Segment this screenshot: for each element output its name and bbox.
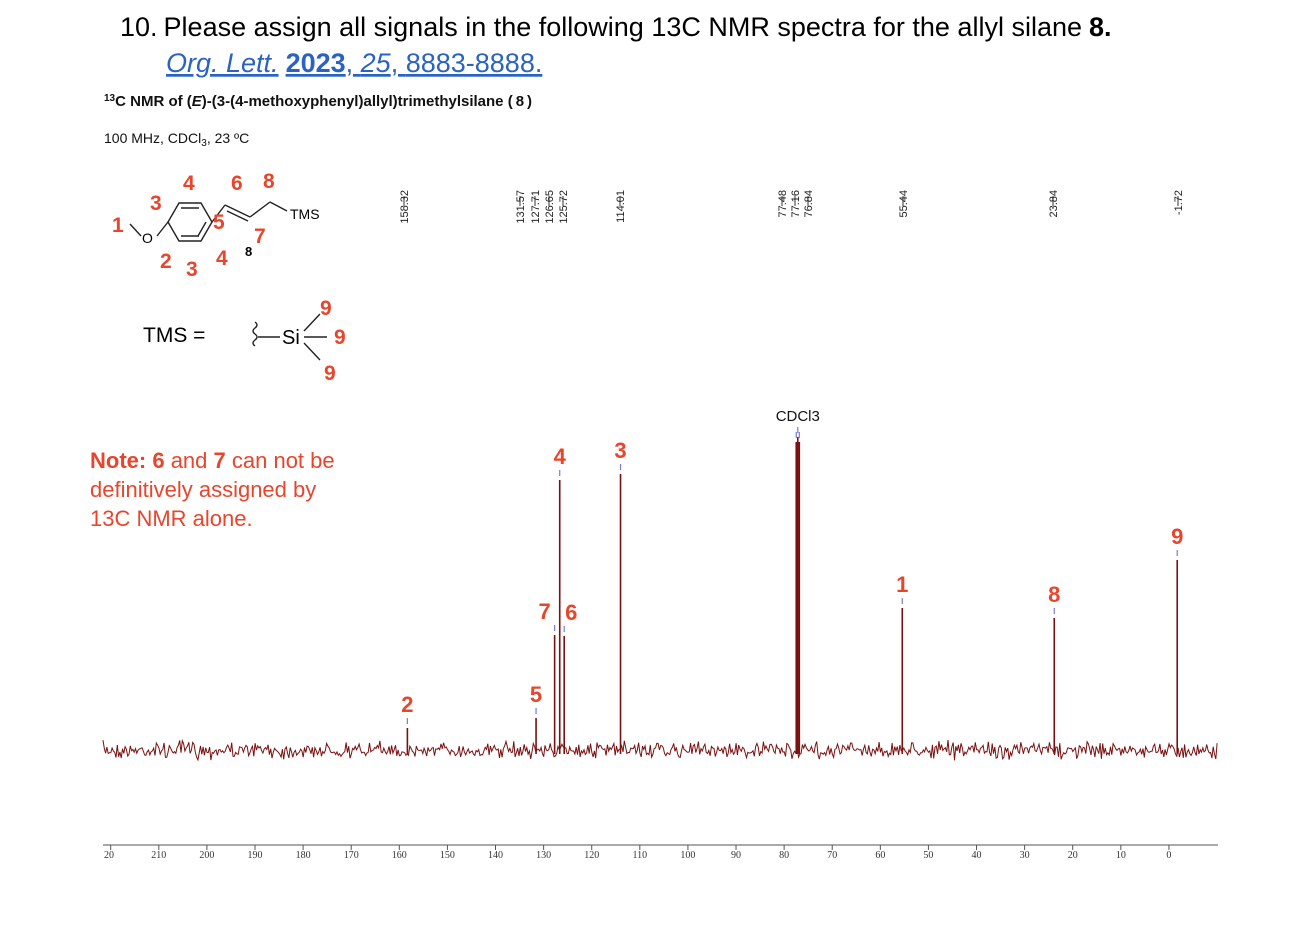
title-isomer: E (192, 93, 203, 110)
x-tick-label: 140 (488, 850, 503, 861)
atom-label: 8 (263, 170, 275, 193)
x-tick-label: 190 (248, 850, 263, 861)
note-part: 7 (214, 448, 226, 473)
methyl-label: 9 (324, 362, 336, 385)
note-part: 13C NMR alone. (90, 506, 253, 531)
title-part: ) (527, 93, 532, 110)
baseline-noise (102, 738, 1218, 762)
citation[interactable]: Org. Lett. 2023, 25, 8883-8888. (166, 48, 542, 78)
title-part: C NMR of ( (115, 93, 192, 110)
x-tick-label: 200 (199, 850, 214, 861)
methyl-label: 9 (334, 326, 346, 349)
assignment: 7 (539, 599, 551, 624)
x-tick-label: 90 (731, 850, 741, 861)
shift-label: 77.16 (790, 190, 802, 218)
pages: 8883-8888. (406, 48, 543, 78)
atom-label: 4 (183, 172, 195, 195)
x-tick-label: 120 (584, 850, 599, 861)
note-part: definitively assigned by (90, 477, 316, 502)
assignment: 5 (530, 682, 542, 707)
note-part: 6 (152, 448, 164, 473)
x-tick-label: 160 (392, 850, 407, 861)
shift-label: 125.72 (558, 190, 570, 224)
atom-label: 5 (213, 211, 225, 234)
atom-label: 7 (254, 225, 266, 248)
atom-label: 1 (112, 214, 124, 237)
x-tick-label: 50 (923, 850, 933, 861)
x-tick-label: 30 (1020, 850, 1030, 861)
note-line: Note: 6 and 7 can not be (90, 448, 335, 473)
x-tick-label: 20 (1068, 850, 1078, 861)
note: Note: 6 and 7 can not be definitively ass… (90, 448, 335, 531)
methyl-label: 9 (320, 297, 332, 320)
assignment: 9 (1171, 524, 1183, 549)
shift-label: 76.84 (803, 190, 815, 218)
shift-label: 77.48 (777, 190, 789, 218)
atom-label: 3 (186, 258, 198, 281)
shift-label: -1.72 (1173, 190, 1185, 215)
x-tick-label: 70 (827, 850, 837, 861)
x-tick-label: 10 (1116, 850, 1126, 861)
note-part: Note: (90, 448, 152, 473)
tms-lhs: TMS = (143, 324, 205, 347)
x-tick-label: 0 (1166, 850, 1171, 861)
question: 10. Please assign all signals in the foll… (120, 12, 1112, 42)
note-part: and (165, 448, 214, 473)
x-tick-label: 20 (104, 850, 114, 861)
conditions-sub: 3 (201, 138, 207, 149)
x-tick-label: 100 (680, 850, 695, 861)
structure-bonds (129, 201, 327, 361)
title-part: )-(3-(4-methoxyphenyl)allyl)trimethylsil… (202, 93, 513, 110)
question-compound: 8. (1089, 12, 1112, 42)
shift-label: 126.65 (544, 190, 556, 224)
shift-label: 114.01 (615, 190, 627, 223)
assignment: 4 (554, 444, 567, 469)
assignment: 8 (1048, 582, 1060, 607)
x-tick-label: 60 (875, 850, 885, 861)
volume: 25 (360, 48, 392, 78)
oxygen: O (142, 230, 153, 246)
assignment: 1 (896, 572, 908, 597)
solvent-label: CDCl3 (776, 408, 820, 425)
x-tick-label: 110 (632, 850, 647, 861)
x-tick-label: 80 (779, 850, 789, 861)
assignment: 2 (401, 692, 413, 717)
conditions-part: , 23 ºC (207, 130, 249, 146)
shift-label: 127.71 (530, 190, 542, 224)
journal: Org. Lett. (166, 48, 279, 78)
note-line: definitively assigned by (90, 477, 316, 502)
note-part: can not be (226, 448, 335, 473)
spectrum: 20 210 200 190 180 170 160 150 140 130 120 110 100 90… (102, 190, 1218, 861)
atom-label: 3 (150, 192, 162, 215)
silicon: Si (282, 327, 300, 349)
mass: 13 (104, 93, 116, 104)
shift-label: 55.44 (898, 190, 910, 218)
question-number: 10. (120, 12, 158, 42)
x-tick-label: 170 (344, 850, 359, 861)
x-tick-label: 40 (972, 850, 982, 861)
conditions-part: 100 MHz, CDCl (104, 130, 201, 146)
assignment: 3 (614, 438, 626, 463)
x-tick-label: 210 (151, 850, 166, 861)
compound-number: 8 (245, 244, 252, 259)
atom-label: 2 (160, 250, 172, 273)
x-tick-label: 150 (440, 850, 455, 861)
tms-group: TMS (290, 206, 320, 222)
x-tick-label: 130 (536, 850, 551, 861)
note-line: 13C NMR alone. (90, 506, 253, 531)
atom-label: 4 (216, 247, 228, 270)
shift-label: 158.32 (399, 190, 411, 224)
title-compound: 8 (516, 93, 524, 110)
shift-label: 131.57 (515, 190, 527, 224)
assignment: 6 (565, 600, 577, 625)
atom-label: 6 (231, 172, 243, 195)
spectrum-title: 13C NMR of (E)-(3-(4-methoxyphenyl)allyl… (104, 93, 532, 110)
year: 2023 (286, 48, 346, 78)
x-tick-label: 180 (296, 850, 311, 861)
conditions: 100 MHz, CDCl3, 23 ºC (104, 130, 249, 149)
question-text: Please assign all signals in the followi… (164, 12, 1082, 42)
shift-label: 23.84 (1048, 190, 1060, 218)
